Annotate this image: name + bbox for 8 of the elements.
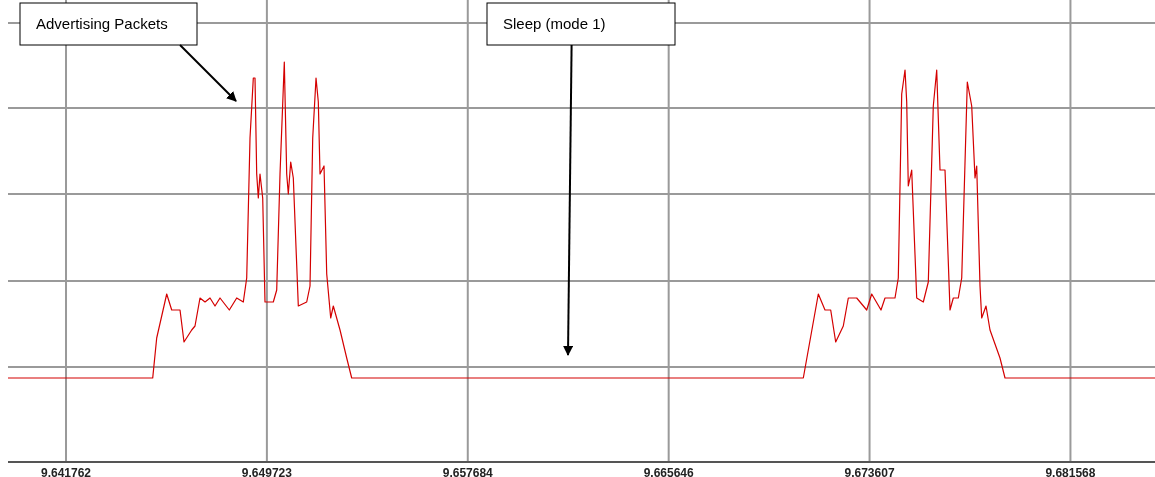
text: Advertising Packets [36,15,168,32]
text: Sleep (mode 1) [503,15,606,32]
x-tick-label: 9.673607 [844,465,895,477]
x-tick-label: 9.641762 [40,465,92,477]
x-tick-label: 9.657684 [442,465,494,477]
x-tick-label: 9.665646 [643,465,695,477]
x-tick-label: 9.681568 [1045,465,1096,477]
x-tick-label: 9.649723 [241,465,293,477]
